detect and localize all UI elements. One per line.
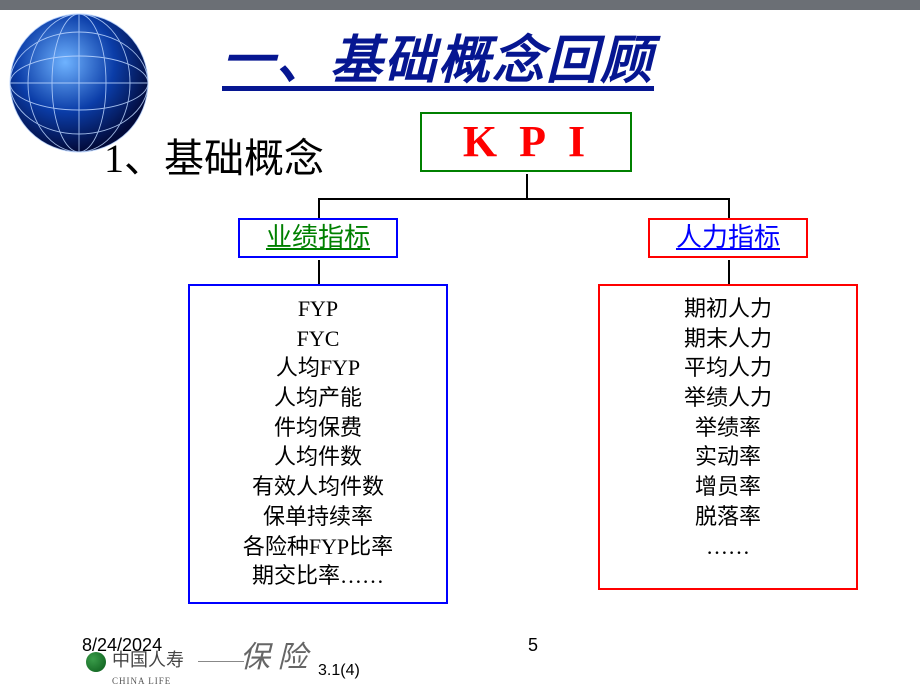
list-item: 举绩率 <box>600 413 856 443</box>
list-item: 期交比率…… <box>190 561 446 591</box>
connector-vline-rightlist <box>728 260 730 284</box>
right-list-box: 期初人力期末人力平均人力举绩人力举绩率实动率增员率脱落率…… <box>598 284 858 590</box>
logo-insurance-text: 保 险 <box>240 632 308 676</box>
logo-icon <box>86 652 106 672</box>
subtitle: 1、基础概念 <box>104 126 324 184</box>
list-item: …… <box>600 532 856 562</box>
list-item: 期末人力 <box>600 324 856 354</box>
kpi-root-box: KPI <box>420 112 632 172</box>
list-item: 保单持续率 <box>190 502 446 532</box>
logo-cn-text: 中国人寿 <box>112 646 184 672</box>
list-item: 件均保费 <box>190 413 446 443</box>
logo-en-text: CHINA LIFE <box>112 676 171 686</box>
connector-hline <box>318 198 730 200</box>
list-item: 增员率 <box>600 472 856 502</box>
right-category-box: 人力指标 <box>648 218 808 258</box>
list-item: 举绩人力 <box>600 383 856 413</box>
connector-vline-root <box>526 174 528 198</box>
left-category-box: 业绩指标 <box>238 218 398 258</box>
list-item: 脱落率 <box>600 502 856 532</box>
slide: 一、基础概念回顾 1、基础概念 KPI 业绩指标 人力指标 FYPFYC人均FY… <box>0 0 920 690</box>
list-item: 实动率 <box>600 442 856 472</box>
left-list-box: FYPFYC人均FYP人均产能件均保费人均件数有效人均件数保单持续率各险种FYP… <box>188 284 448 604</box>
footer-page-number: 5 <box>528 635 538 656</box>
list-item: FYC <box>190 324 446 354</box>
list-item: 有效人均件数 <box>190 472 446 502</box>
list-item: 平均人力 <box>600 353 856 383</box>
slide-title: 一、基础概念回顾 <box>222 18 654 93</box>
footer-subref: 3.1(4) <box>318 662 360 680</box>
connector-vline-left <box>318 198 320 218</box>
title-text: 一、基础概念回顾 <box>222 33 654 90</box>
list-item: 各险种FYP比率 <box>190 532 446 562</box>
list-item: 人均产能 <box>190 383 446 413</box>
connector-vline-right <box>728 198 730 218</box>
list-item: 期初人力 <box>600 294 856 324</box>
connector-vline-leftlist <box>318 260 320 284</box>
list-item: 人均FYP <box>190 353 446 383</box>
list-item: FYP <box>190 294 446 324</box>
logo-divider <box>198 661 244 662</box>
list-item: 人均件数 <box>190 442 446 472</box>
